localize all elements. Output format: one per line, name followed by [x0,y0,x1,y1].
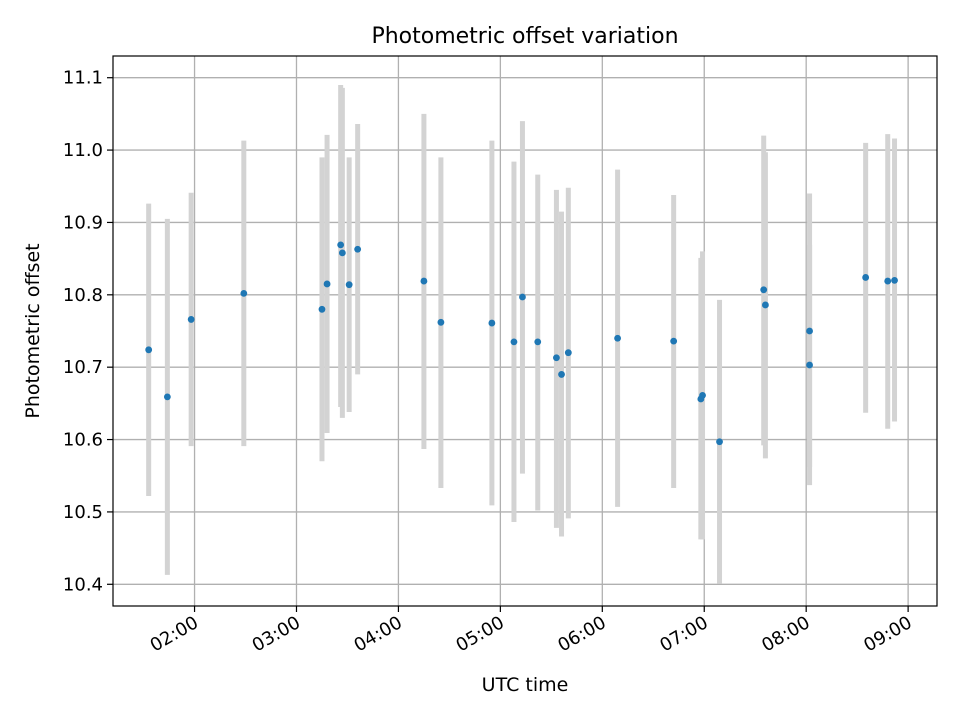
y-axis-label: Photometric offset [22,243,44,418]
data-point [323,280,331,288]
data-point [553,354,560,362]
data-point [762,301,769,309]
data-point [806,327,813,335]
data-point [534,338,542,346]
data-point [884,277,892,285]
y-tick-label: 10.8 [63,285,103,306]
data-point [558,371,565,378]
data-point [420,277,428,285]
data-point [240,289,248,297]
y-tick-label: 10.4 [63,574,103,595]
x-axis-label: UTC time [482,674,569,696]
data-point [338,249,346,257]
y-tick-label: 11.1 [63,68,103,89]
data-point [145,346,153,354]
data-point [716,438,723,446]
data-point [488,319,496,327]
data-point [337,241,345,249]
y-tick-label: 10.6 [63,430,103,451]
data-point [519,293,526,301]
data-point [163,393,171,401]
y-axis-ticks: 10.4 10.5 10.6 10.7 10.8 10.9 11.0 11.1 [63,68,113,595]
data-point [760,286,768,294]
y-tick-label: 11.0 [63,140,103,161]
data-point [614,334,621,342]
data-point [354,245,362,253]
data-point [806,361,813,369]
plot-frame [112,55,938,607]
y-tick-label: 10.7 [63,357,103,378]
data-point [564,349,572,357]
data-points [145,241,898,446]
data-point [510,338,518,346]
data-point [699,392,706,399]
data-point [862,274,870,281]
data-point [437,318,445,326]
data-point [891,276,898,284]
y-tick-label: 10.5 [63,502,103,523]
data-point [318,305,326,313]
chart-title: Photometric offset variation [371,24,678,49]
data-point [670,337,678,345]
y-tick-label: 10.9 [63,212,103,233]
data-point [345,281,353,289]
data-point [187,316,195,323]
